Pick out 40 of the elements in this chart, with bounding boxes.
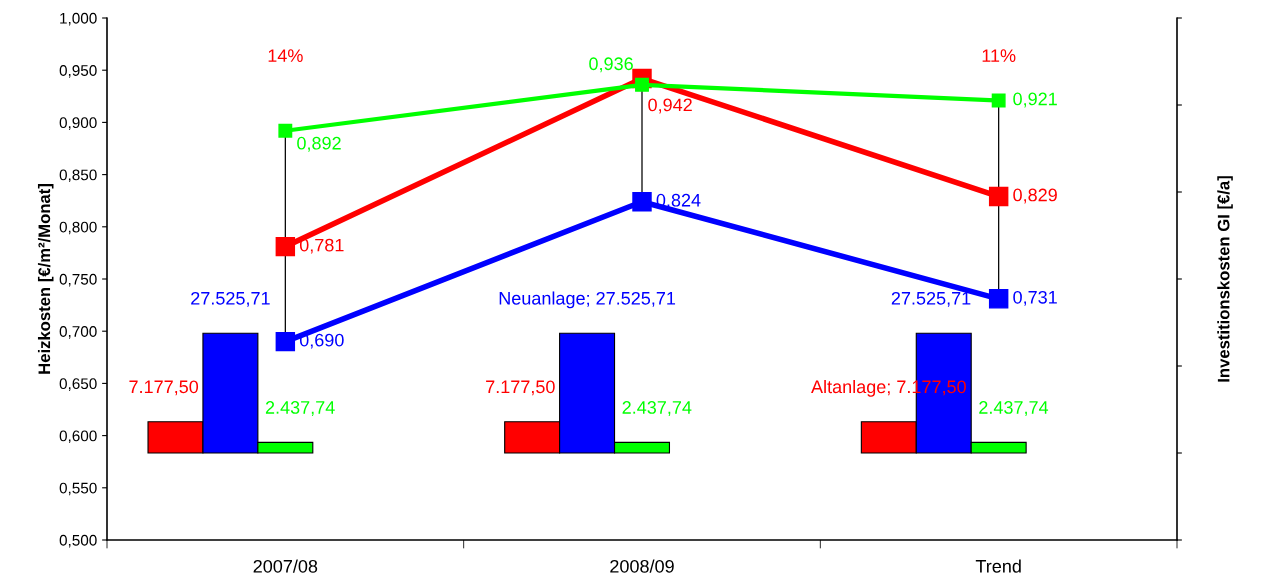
- annotation: 14%: [268, 49, 303, 62]
- x-tick-label: 2007/08: [253, 559, 318, 573]
- point: [988, 289, 1009, 309]
- y-tick-label: 0,550: [59, 482, 97, 496]
- data-label: 0,829: [1013, 188, 1057, 204]
- y-tick-label: 1,000: [60, 12, 97, 26]
- point: [275, 331, 296, 352]
- y-tick-label: 0,800: [59, 221, 97, 235]
- x-tick-label: 2008/09: [610, 559, 674, 573]
- point: [275, 236, 296, 257]
- y-tick-label: 0,650: [59, 378, 97, 391]
- data-label: 0,731: [1013, 290, 1057, 306]
- y-tick-label: 0,900: [59, 117, 97, 130]
- y-tick-label: 0,500: [59, 534, 97, 548]
- point: [278, 123, 293, 138]
- y-tick-label: 0,850: [59, 169, 97, 183]
- data-label: Neuanlage; 27.525,71: [499, 291, 676, 309]
- y2-axis-title: Investitionskosten GI [€/a]: [1217, 176, 1233, 382]
- point: [991, 93, 1006, 108]
- y-tick-label: 0,600: [59, 430, 97, 444]
- data-label: 0,942: [648, 98, 692, 114]
- data-label: 27.525,71: [891, 291, 971, 307]
- data-label: 2.437,74: [265, 401, 335, 416]
- data-label: 0,892: [297, 136, 341, 152]
- annotation: 11%: [982, 49, 1016, 62]
- data-label: 2.437,74: [622, 401, 692, 416]
- y-tick-label: 0,700: [59, 326, 97, 339]
- point: [988, 186, 1009, 207]
- y-axis-title: Heizkosten [€/m²/Monat]: [37, 184, 54, 374]
- data-label: 2.437,74: [979, 401, 1049, 416]
- point: [632, 192, 652, 212]
- data-label: 7.177,50: [486, 380, 555, 396]
- y-tick-label: 0,750: [59, 273, 97, 287]
- data-label: 27.525,71: [191, 291, 270, 307]
- x-tick-label: Trend: [975, 559, 1021, 573]
- data-label: 0,921: [1013, 92, 1057, 108]
- y-tick-label: 0,950: [59, 65, 97, 78]
- data-label: 0,936: [589, 57, 633, 73]
- data-label: 7.177,50: [129, 380, 199, 396]
- data-label: 0,781: [299, 238, 344, 254]
